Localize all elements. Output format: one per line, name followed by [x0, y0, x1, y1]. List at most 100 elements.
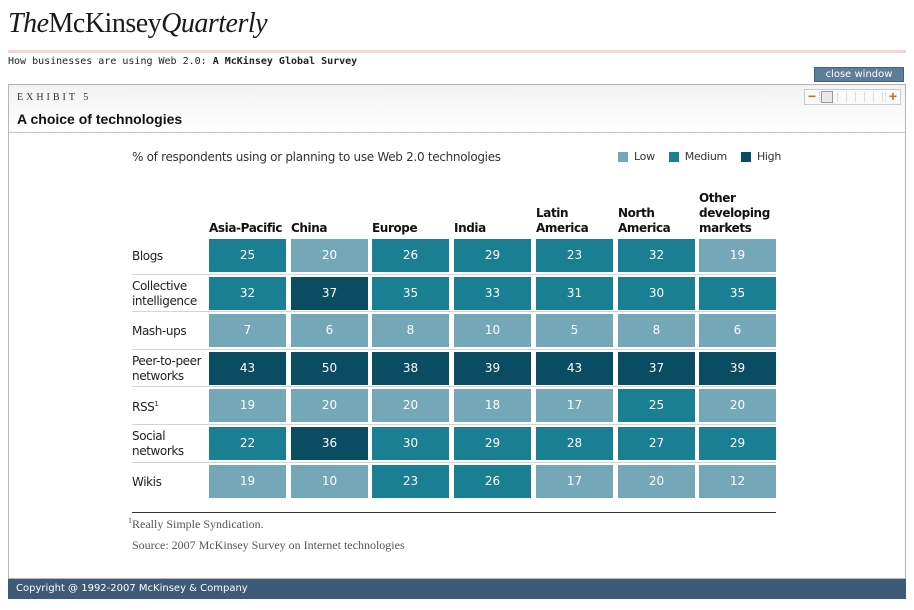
- row-separator: [132, 386, 776, 387]
- table-cell: 8: [372, 314, 449, 347]
- legend-item-medium: Medium: [668, 150, 727, 163]
- row-label: Wikis: [132, 465, 208, 499]
- masthead-the: The: [8, 8, 49, 39]
- row-label-line: Collective: [132, 279, 187, 293]
- row-label-line: Social: [132, 429, 166, 443]
- column-header-line: Europe: [372, 221, 418, 235]
- column-header-line: developing: [699, 206, 770, 220]
- table-cell: 27: [618, 427, 695, 460]
- row-label-line: Wikis: [132, 474, 162, 489]
- legend-swatch: [740, 151, 751, 162]
- table-cell: 5: [536, 314, 613, 347]
- copyright-footer: Copyright @ 1992-2007 McKinsey & Company: [8, 579, 906, 599]
- source-note: Source: 2007 McKinsey Survey on Internet…: [132, 538, 405, 552]
- legend-swatch: [618, 151, 628, 162]
- table-cell: 20: [618, 465, 695, 498]
- chart-caption: % of respondents using or planning to us…: [132, 150, 501, 164]
- table-cell: 35: [372, 277, 449, 310]
- table-cell: 33: [454, 277, 531, 310]
- table-cell: 19: [209, 465, 286, 498]
- footnote-mark: 1: [128, 516, 132, 525]
- table-cell: 25: [618, 389, 695, 422]
- column-header: Other developing markets: [699, 188, 777, 236]
- row-label: Blogs: [132, 239, 208, 273]
- legend-label: High: [756, 150, 782, 163]
- table-cell: 28: [536, 427, 613, 460]
- row-label: Mash-ups: [132, 314, 208, 348]
- row-label-line: Mash-ups: [132, 323, 187, 338]
- table-cell: 32: [618, 239, 695, 272]
- row-separator: [132, 462, 776, 463]
- masthead-name: McKinsey: [48, 8, 162, 39]
- masthead-rule: [8, 50, 906, 53]
- column-header: North America: [618, 188, 696, 236]
- table-cell: 23: [372, 465, 449, 498]
- table-cell: 36: [291, 427, 368, 460]
- table-cell: 26: [372, 239, 449, 272]
- table-cell: 20: [372, 389, 449, 422]
- table-cell: 20: [291, 239, 368, 272]
- legend-label: Low: [634, 150, 655, 163]
- legend-item-high: High: [740, 150, 782, 163]
- exhibit-label: EXHIBIT 5: [17, 92, 92, 103]
- row-label: Collective intelligence: [132, 277, 208, 311]
- row-label-line: intelligence: [132, 294, 197, 308]
- table-cell: 37: [618, 352, 695, 385]
- column-header-line: markets: [699, 221, 752, 235]
- exhibit-header: EXHIBIT 5 A choice of technologies − +: [9, 85, 905, 133]
- table-cell: 30: [372, 427, 449, 460]
- column-header: Latin America: [536, 188, 614, 236]
- close-window-button[interactable]: close window: [814, 67, 904, 82]
- table-cell: 30: [618, 277, 695, 310]
- column-header: India: [454, 188, 532, 236]
- table-cell: 39: [454, 352, 531, 385]
- table-cell: 12: [699, 465, 776, 498]
- column-header-line: Asia-Pacific: [209, 221, 283, 235]
- table-cell: 50: [291, 352, 368, 385]
- row-separator: [132, 274, 776, 275]
- legend-label: Medium: [684, 150, 727, 163]
- masthead-logo: TheMcKinseyQuarterly: [8, 8, 268, 40]
- table-cell: 6: [699, 314, 776, 347]
- row-label-line: networks: [132, 444, 184, 458]
- column-header-line: North: [618, 206, 655, 220]
- table-cell: 37: [291, 277, 368, 310]
- table-cell: 22: [209, 427, 286, 460]
- zoom-control: − +: [804, 89, 901, 105]
- column-header-line: Other: [699, 191, 736, 205]
- table-cell: 38: [372, 352, 449, 385]
- legend-item-low: Low: [618, 150, 655, 163]
- table-cell: 43: [209, 352, 286, 385]
- table-cell: 10: [454, 314, 531, 347]
- row-label: RSS1: [132, 389, 208, 423]
- footnote-text: Really Simple Syndication.: [132, 517, 264, 531]
- table-cell: 29: [454, 427, 531, 460]
- column-header-line: China: [291, 221, 328, 235]
- zoom-slider[interactable]: [819, 91, 886, 103]
- subtitle-bold: A McKinsey Global Survey: [212, 56, 358, 67]
- table-cell: 7: [209, 314, 286, 347]
- row-label: Social networks: [132, 427, 208, 461]
- masthead-quarterly: Quarterly: [161, 8, 268, 39]
- zoom-out-button[interactable]: −: [807, 88, 817, 104]
- zoom-slider-thumb[interactable]: [821, 91, 833, 103]
- table-cell: 25: [209, 239, 286, 272]
- chart-legend: Low Medium High: [618, 150, 781, 163]
- table-cell: 29: [454, 239, 531, 272]
- footnote: 1Really Simple Syndication.: [128, 516, 264, 532]
- row-separator: [132, 311, 776, 312]
- table-cell: 6: [291, 314, 368, 347]
- table-cell: 20: [291, 389, 368, 422]
- column-header-line: India: [454, 221, 486, 235]
- column-header: Europe: [372, 188, 450, 236]
- exhibit-title: A choice of technologies: [17, 111, 183, 127]
- table-cell: 19: [209, 389, 286, 422]
- table-cell: 23: [536, 239, 613, 272]
- footnote-ref: 1: [154, 400, 159, 408]
- table-cell: 18: [454, 389, 531, 422]
- column-header-line: Latin: [536, 206, 569, 220]
- zoom-in-button[interactable]: +: [888, 88, 898, 104]
- table-cell: 32: [209, 277, 286, 310]
- column-header-line: America: [618, 221, 671, 235]
- table-cell: 39: [699, 352, 776, 385]
